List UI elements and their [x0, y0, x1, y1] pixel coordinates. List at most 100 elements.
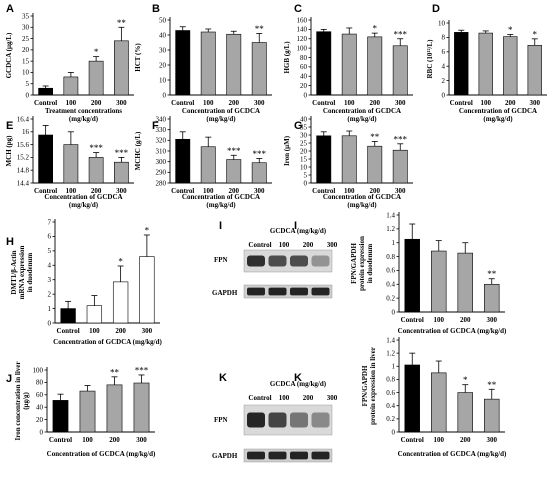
significance-mark: * [373, 24, 378, 34]
y-tick-label: 15 [300, 155, 308, 163]
bar [106, 384, 123, 433]
y-tick-label: 1.2 [386, 225, 395, 233]
x-tick-label: Control [57, 327, 80, 335]
bar [431, 250, 447, 313]
y-tick-label: 340 [156, 115, 167, 123]
blot-band [247, 287, 265, 296]
x-axis-label: (mg/kg/d) [347, 115, 377, 123]
blot-band [247, 451, 265, 460]
x-axis-label: Concentration of GCDCA (mg/kg/d) [398, 327, 507, 335]
significance-mark: *** [227, 146, 241, 156]
y-tick-label: 0.6 [386, 389, 395, 397]
y-axis-label: protein expression in liver [369, 347, 377, 425]
panel-label: J [6, 373, 12, 385]
y-tick-label: 0 [304, 179, 308, 187]
y-tick-label: 4 [442, 63, 446, 71]
x-tick-label: 200 [229, 187, 240, 195]
bar [175, 138, 191, 184]
y-tick-label: 0.2 [386, 294, 395, 302]
y-tick-label: 300 [156, 158, 167, 166]
y-tick-label: 1.4 [386, 336, 395, 344]
y-tick-label: 25 [22, 35, 30, 43]
bar [133, 382, 150, 433]
y-tick-label: 25 [300, 139, 308, 147]
y-tick-label: 1 [392, 363, 396, 371]
panel-label: F [152, 120, 159, 132]
x-tick-label: 200 [109, 436, 120, 444]
x-tick-label: 100 [89, 327, 100, 335]
y-tick-label: 30 [300, 131, 308, 139]
significance-mark: *** [115, 148, 129, 158]
bar [478, 32, 493, 96]
blot-band [268, 451, 287, 460]
x-axis-label: (mg/kg/d) [69, 201, 99, 209]
y-tick-label: 0 [163, 91, 167, 99]
x-tick-label: 300 [116, 187, 127, 195]
x-tick-label: Control [49, 436, 72, 444]
chart-h: H 0 1 2 3 4 5 6 7 Control 100 * 200 * 300 Concentration… [6, 218, 163, 346]
y-tick-label: 330 [156, 126, 167, 134]
x-tick-label: 100 [481, 99, 492, 107]
y-tick-label: 0 [48, 319, 52, 327]
bar [63, 144, 79, 184]
y-axis-label: MCHC (g/L) [134, 131, 142, 170]
x-tick-label: Control [401, 316, 424, 324]
y-tick-label: 10 [438, 19, 446, 27]
y-tick-label: 80 [36, 379, 44, 387]
panel-label: K [219, 372, 227, 384]
bar [88, 157, 104, 184]
blot-header: GCDCA (mg/kg/d) [270, 227, 327, 235]
panel-label: H [6, 236, 14, 248]
x-tick-label: 300 [530, 99, 541, 107]
bar [527, 45, 542, 96]
panel-label: G [294, 120, 303, 132]
y-tick-label: 30 [159, 46, 167, 54]
y-tick-label: 20 [22, 46, 30, 54]
y-tick-label: 15.2 [17, 154, 30, 162]
significance-mark: ** [487, 269, 497, 279]
y-tick-label: 80 [300, 54, 308, 62]
y-tick-label: 30 [22, 24, 30, 32]
bar [79, 390, 96, 433]
x-tick-label: 200 [370, 187, 381, 195]
x-tick-label: 100 [82, 436, 93, 444]
y-tick-label: 100 [33, 366, 44, 374]
blot-band [290, 451, 308, 460]
blot-strip [243, 249, 333, 273]
x-tick-label: Control [312, 187, 335, 195]
panel-label: D [432, 3, 440, 15]
bar [60, 308, 76, 324]
y-tick-label: 10 [300, 163, 308, 171]
y-tick-label: 40 [300, 115, 308, 123]
x-axis-label: (mg/kg/d) [483, 115, 513, 123]
y-tick-label: 50 [159, 16, 167, 24]
significance-mark: ** [255, 24, 265, 34]
y-tick-label: 16 [22, 128, 30, 136]
bar [484, 398, 500, 433]
x-tick-label: 300 [487, 436, 498, 444]
bar [404, 364, 420, 433]
chart-i: I 0 0.2 0.4 0.6 0.8 1 1.2 1.4 Control 100 200 ** 300 C… [294, 211, 507, 335]
blot-strip [243, 448, 333, 463]
y-axis-label: mRNA expression [18, 246, 26, 300]
y-axis-label: FPN/GAPDH [350, 243, 358, 284]
bar [392, 45, 408, 96]
x-tick-label: Control [171, 99, 194, 107]
x-tick-label: 100 [344, 187, 355, 195]
x-tick-label: 200 [505, 99, 516, 107]
y-tick-label: 14.8 [17, 167, 30, 175]
y-tick-label: 40 [36, 404, 44, 412]
x-tick-label: 100 [203, 99, 214, 107]
y-tick-label: 15.6 [17, 141, 30, 149]
chart-d: D 0 2 4 6 8 10 Control 100 * 200 * 300Concentration … [426, 3, 547, 123]
chart-k: K 0 0.2 0.4 0.6 0.8 1 1.2 1.4 Control 100 * 200 ** 300… [294, 336, 507, 458]
y-tick-label: 0.4 [386, 402, 395, 410]
bar [367, 145, 383, 184]
x-tick-label: 100 [66, 99, 77, 107]
x-tick-label: 200 [115, 327, 126, 335]
x-axis-label: Concentration of GCDCA (mg/kg/d) [53, 338, 162, 346]
bar [200, 146, 216, 184]
